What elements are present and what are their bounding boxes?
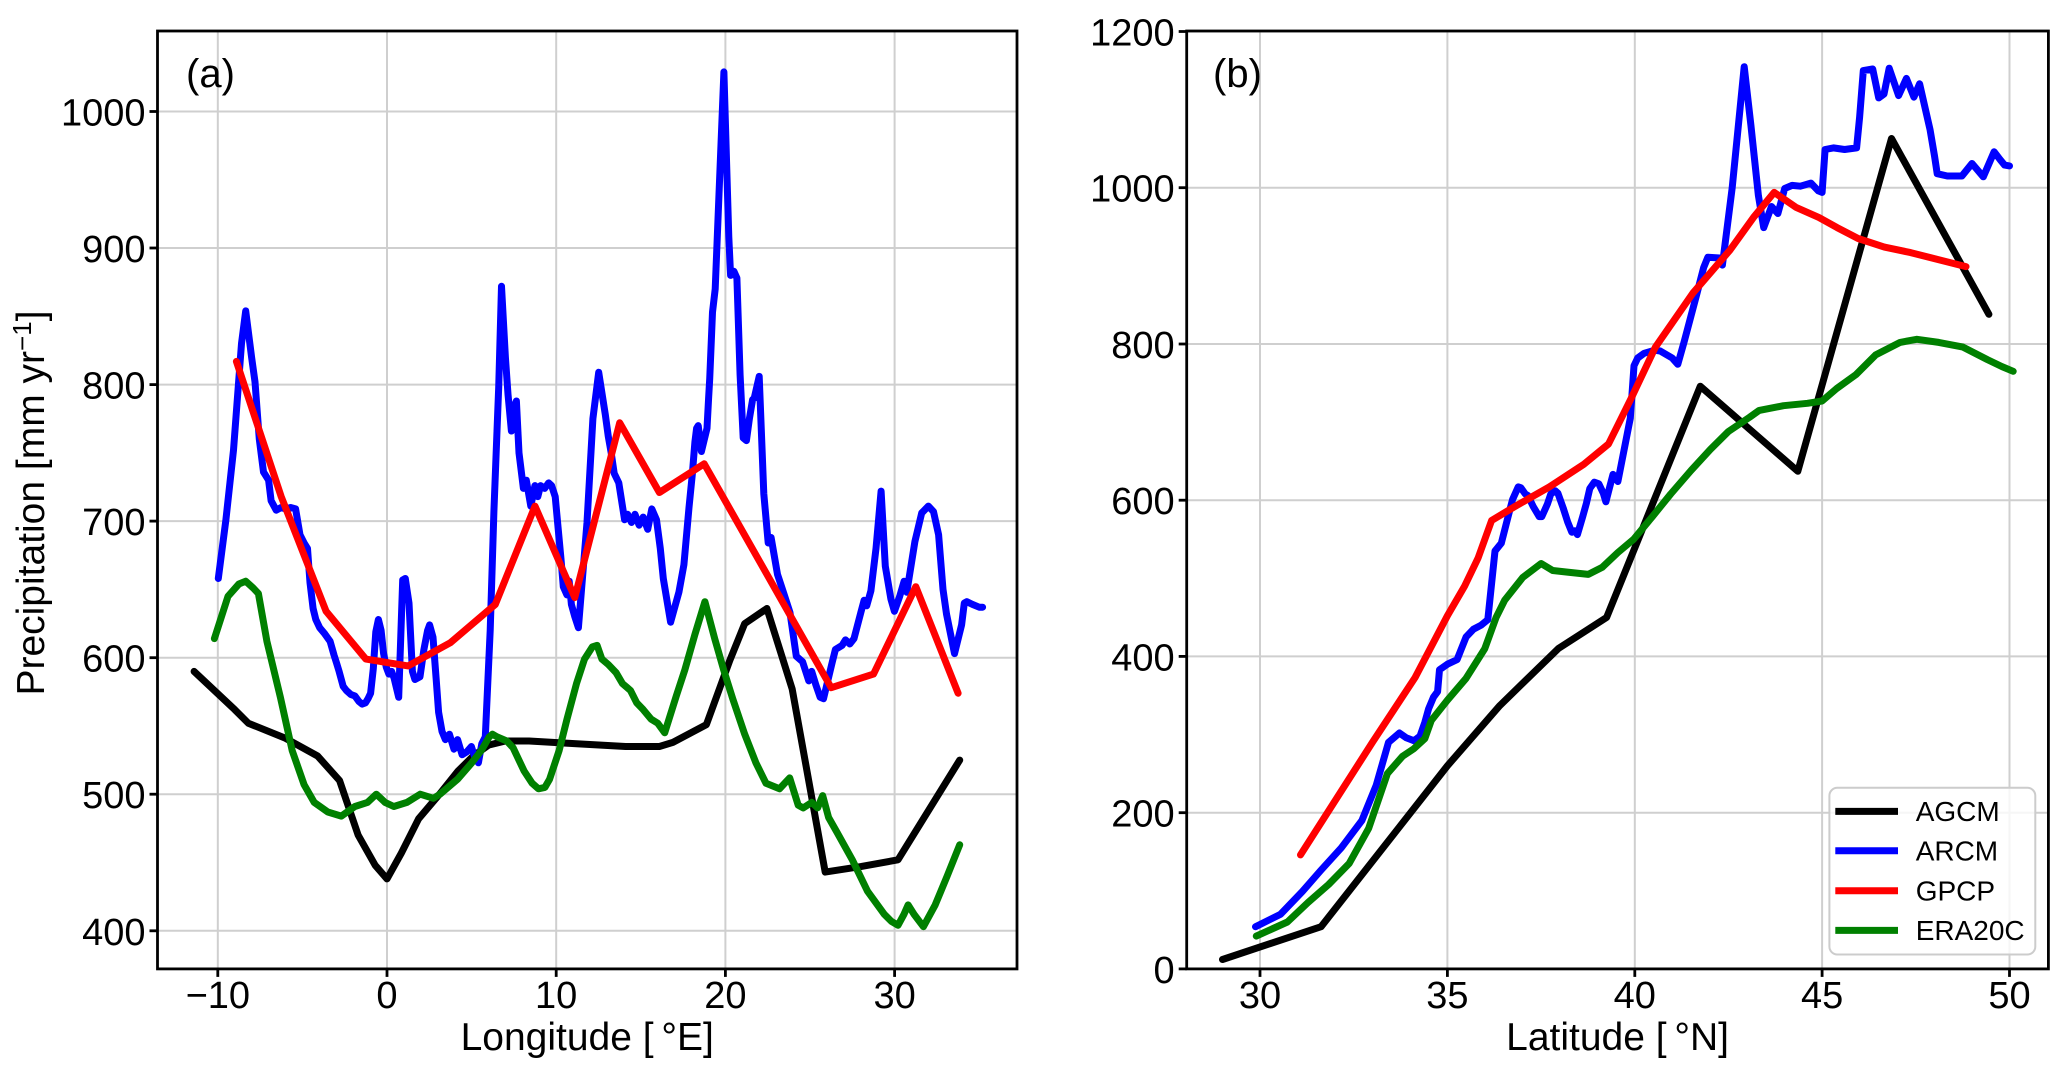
svg-text:1000: 1000	[61, 93, 146, 135]
svg-text:Latitude [ °N]: Latitude [ °N]	[1506, 1016, 1729, 1059]
svg-text:ARCM: ARCM	[1916, 835, 1998, 866]
svg-text:Precipitation [mm yr−1]: Precipitation [mm yr−1]	[7, 310, 53, 695]
svg-text:400: 400	[1111, 637, 1174, 679]
svg-text:30: 30	[873, 975, 915, 1017]
svg-text:800: 800	[82, 366, 145, 408]
svg-text:Longitude [ °E]: Longitude [ °E]	[461, 1016, 714, 1059]
svg-text:1000: 1000	[1090, 169, 1175, 211]
svg-text:45: 45	[1801, 975, 1843, 1017]
svg-text:0: 0	[1154, 950, 1175, 992]
svg-text:800: 800	[1111, 325, 1174, 367]
svg-text:AGCM: AGCM	[1916, 796, 2000, 827]
svg-text:GPCP: GPCP	[1916, 875, 1995, 906]
svg-text:600: 600	[82, 639, 145, 681]
svg-text:20: 20	[704, 975, 746, 1017]
svg-text:600: 600	[1111, 481, 1174, 523]
svg-text:30: 30	[1239, 975, 1281, 1017]
svg-text:700: 700	[82, 502, 145, 544]
svg-text:50: 50	[1988, 975, 2030, 1017]
svg-text:1200: 1200	[1090, 13, 1175, 55]
svg-text:500: 500	[82, 775, 145, 817]
svg-text:10: 10	[535, 975, 577, 1017]
svg-text:400: 400	[82, 912, 145, 954]
svg-text:900: 900	[82, 229, 145, 271]
svg-text:0: 0	[376, 975, 397, 1017]
svg-text:35: 35	[1426, 975, 1468, 1017]
svg-text:200: 200	[1111, 794, 1174, 836]
svg-text:ERA20C: ERA20C	[1916, 915, 2025, 946]
svg-text:−10: −10	[186, 975, 250, 1017]
svg-text:(b): (b)	[1213, 52, 1262, 96]
svg-text:40: 40	[1614, 975, 1656, 1017]
svg-text:(a): (a)	[186, 52, 235, 96]
